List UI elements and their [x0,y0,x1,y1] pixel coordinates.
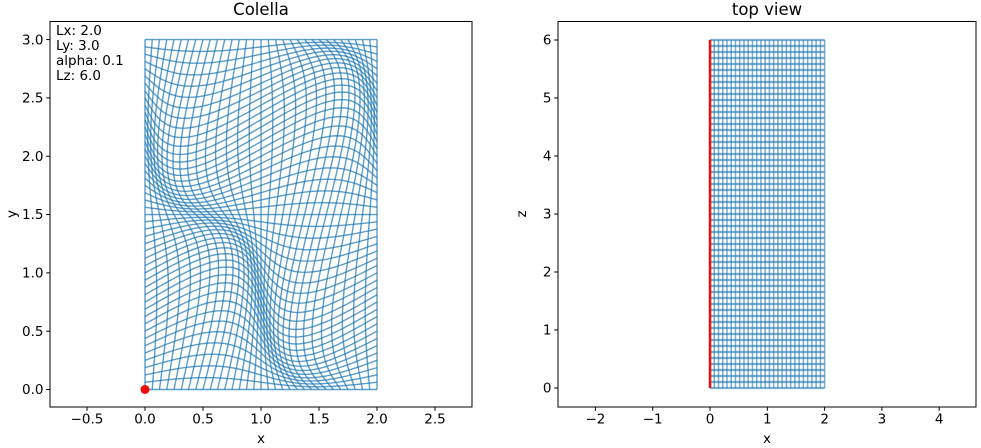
mesh-eta-line [144,167,378,204]
mesh-eta-line [144,115,378,182]
mesh-eta-line [144,190,378,210]
mesh-eta-line [144,77,378,147]
left-plot-axes: −0.5 0.0 0.5 1.0 1.5 2.0 2.5 0.0 0.5 1.0 1.5 2.0 2.5… [22,21,473,428]
mesh-eta-line [144,342,378,379]
left-plot-ytick-label: 1.5 [22,207,43,223]
mesh-eta-line [144,54,378,99]
right-plot-ytick-label: 0 [543,381,552,397]
mesh-eta-line [144,156,378,201]
mesh-eta-line [144,50,378,87]
left-plot-xtick-label: 0.5 [192,412,213,428]
mesh-eta-line [144,216,378,228]
mesh-eta-line [144,84,378,156]
annotation-line-lz: Lz: 6.0 [56,68,101,84]
top-view-grid-lines [709,38,826,390]
mesh-eta-line [144,222,378,251]
mesh-eta-line [144,145,378,197]
right-plot-axes: −2 −1 0 1 2 3 4 0 1 2 3 4 5 6 [543,21,977,428]
mesh-eta-line [144,266,378,338]
mesh-eta-line [144,237,378,295]
mesh-eta-line [144,290,378,357]
mesh-eta-line [144,365,378,385]
right-plot-xtick-label: 2 [820,412,829,428]
left-plot-xtick-label: 2.0 [366,412,387,428]
origin-marker-dot [140,385,150,395]
mesh-params-annotation: Lx: 2.0 Ly: 3.0 alpha: 0.1 Lz: 6.0 [56,24,124,84]
left-plot-xtick-label: 2.5 [424,412,445,428]
mesh-eta-line [144,135,378,192]
mesh-eta-line [144,247,378,314]
mesh-eta-line [144,91,378,163]
mesh-eta-line [144,228,378,273]
mesh-eta-line [144,241,378,304]
right-plot-ytick-label: 2 [543,265,552,281]
mesh-eta-line [144,376,378,388]
right-yaxis-label: z [514,210,530,218]
mesh-eta-line [144,66,378,129]
mesh-eta-line [144,57,378,109]
mesh-eta-line [144,47,378,76]
mesh-eta-line [144,41,378,53]
right-plot-xtick-label: 4 [935,412,944,428]
left-plot-xtick-label: 1.5 [308,412,329,428]
right-plot-xtick-label: 0 [706,412,715,428]
annotation-line-ly: Ly: 3.0 [56,38,100,54]
mesh-eta-line [144,225,378,262]
colella-mesh-lines [144,38,378,391]
left-xaxis-label: x [257,431,265,447]
left-yaxis-label: y [4,210,20,218]
mesh-eta-line [144,331,378,376]
left-plot-xtick-label: −0.5 [71,412,104,428]
left-plot-ytick-label: 2.0 [22,149,43,165]
right-plot-ytick-label: 4 [543,149,552,165]
right-plot-ytick-label: 6 [543,33,552,49]
right-plot-ytick-label: 5 [543,91,552,107]
mesh-eta-line [144,125,378,188]
right-plot-xtick-label: −2 [585,412,605,428]
right-plot-ytick-label: 1 [543,323,552,339]
right-plot-xtick-label: −1 [643,412,663,428]
left-plot-xtick-label: 0.0 [134,412,155,428]
mesh-eta-line [144,44,378,64]
mesh-eta-line [144,353,378,382]
left-plot-ytick-label: 2.5 [22,91,43,107]
mesh-eta-line [144,219,378,239]
mesh-eta-line [144,107,378,177]
mesh-eta-line [144,201,378,213]
right-xaxis-label: x [763,431,771,447]
left-plot-ytick-label: 3.0 [22,32,43,48]
mesh-eta-line [144,232,378,284]
mesh-eta-line [144,178,378,207]
mesh-eta-line [144,72,378,139]
mesh-eta-line [144,259,378,331]
right-plot-xtick-label: 1 [763,412,772,428]
right-plot-title: top view [731,0,803,19]
left-plot-title: Colella [233,0,289,19]
mesh-eta-line [144,62,378,120]
right-plot-xtick-label: 3 [878,412,887,428]
annotation-line-alpha: alpha: 0.1 [56,53,124,69]
mesh-eta-line [144,273,378,345]
mesh-eta-line [144,252,378,322]
mesh-eta-line [144,98,378,170]
left-plot-ytick-label: 0.5 [22,324,43,340]
left-plot-ytick-label: 0.0 [22,382,43,398]
mesh-eta-line [144,320,378,372]
mesh-eta-line [144,282,378,352]
annotation-line-lx: Lx: 2.0 [56,23,102,39]
mesh-eta-line [144,300,378,363]
left-plot-xtick-label: 1.0 [250,412,271,428]
right-plot-ytick-label: 3 [543,207,552,223]
left-plot-ytick-label: 1.0 [22,266,43,282]
mesh-eta-line [144,310,378,367]
